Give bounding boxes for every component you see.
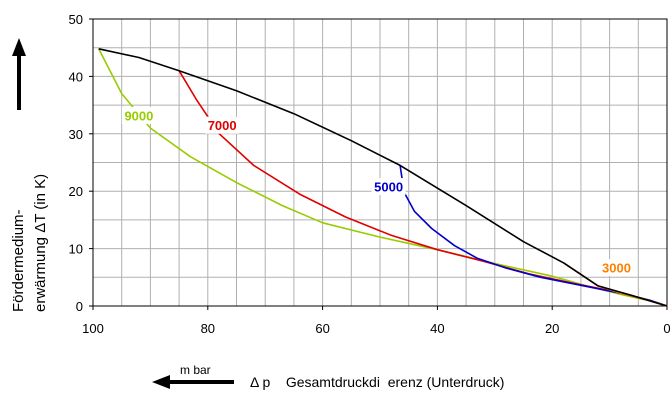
- x-tick-label: 60: [315, 321, 329, 336]
- series-line-5000: [399, 165, 668, 307]
- y-tick-label: 20: [69, 184, 83, 199]
- x-axis-unit: m bar: [180, 363, 211, 377]
- y-tick-label: 40: [69, 69, 83, 84]
- series-line-9000: [97, 48, 668, 307]
- y-tick-label: 50: [69, 12, 83, 27]
- x-axis-arrow-icon: [152, 375, 234, 389]
- series-line-boundary: [98, 48, 668, 307]
- curve-label-background: [121, 106, 156, 124]
- y-axis-label-line1: Fördermedium-: [10, 209, 27, 312]
- x-ticks: 100 80 60 40 20 0: [82, 306, 671, 336]
- y-axis-arrow-icon: [12, 38, 26, 110]
- x-tick-label: 20: [545, 321, 559, 336]
- curve-labels: 9000 7000 5000 3000: [121, 106, 634, 277]
- y-ticks: 0 10 20 30 40 50: [69, 12, 93, 314]
- x-tick-label: 100: [82, 321, 104, 336]
- x-tick-label: 0: [663, 321, 670, 336]
- y-axis-label-line2: erwärmung ΔT (in K): [32, 174, 49, 312]
- curve-label-background: [205, 116, 240, 134]
- plot-frame: [92, 18, 668, 307]
- grid: [92, 18, 668, 307]
- curve-label-7000: 7000: [208, 118, 237, 133]
- x-tick-label: 80: [201, 321, 215, 336]
- series-line-7000: [178, 70, 668, 307]
- curve-label-9000: 9000: [124, 108, 153, 123]
- y-tick-label: 30: [69, 127, 83, 142]
- curve-label-background: [599, 259, 634, 277]
- curve-label-background: [371, 178, 406, 196]
- series-layer: [97, 48, 668, 307]
- x-axis-label: Δ p Gesamtdruckdi erenz (Unterdruck): [250, 374, 504, 390]
- x-tick-label: 40: [430, 321, 444, 336]
- curve-label-3000: 3000: [602, 261, 631, 276]
- y-tick-label: 10: [69, 242, 83, 257]
- y-tick-label: 0: [76, 299, 83, 314]
- curve-label-5000: 5000: [374, 180, 403, 195]
